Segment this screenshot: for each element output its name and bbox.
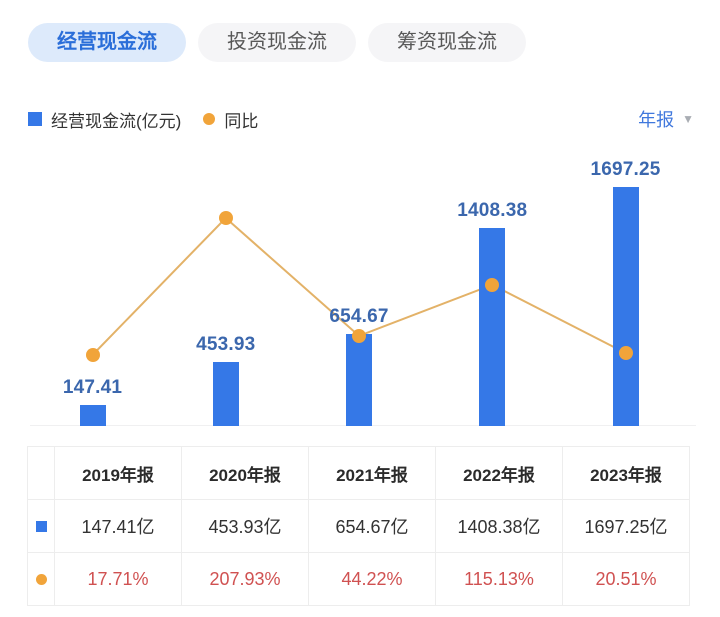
bar-series-swatch-icon [28,112,42,126]
bar-2022年报[interactable] [479,227,506,426]
line-series-legend-label: 同比 [224,111,259,131]
tab-investing-cash-flow[interactable]: 投资现金流 [198,23,356,62]
table-cell: 115.13% [435,552,563,606]
bar-value-label: 654.67 [329,305,389,327]
bar-series-legend: 经营现金流(亿元) [28,107,181,132]
bar-series-legend-label: 经营现金流(亿元) [51,111,182,131]
table-cell: 44.22% [308,552,436,606]
bar-value-label: 1697.25 [590,159,661,180]
cash-flow-table: 2019年报 2020年报 2021年报 2022年报 2023年报 147.41亿 453… [27,446,690,606]
line-series-legend: 同比 [203,107,258,132]
bar-2021年报[interactable] [346,333,372,426]
table-header-cell: 2023年报 [562,446,690,500]
table-header-cell: 2020年报 [181,446,309,500]
table-cell: 1697.25亿 [562,499,690,553]
table-cell: 453.93亿 [181,499,309,553]
tab-financing-cash-flow[interactable]: 筹资现金流 [368,23,526,62]
table-header-cell: 2021年报 [308,446,436,500]
bar-2023年报[interactable] [612,187,639,426]
bar-2019年报[interactable] [79,405,106,426]
yoy-dot-2022年报[interactable] [485,277,500,292]
cash-flow-tabs: 经营现金流 投资现金流 筹资现金流 [28,23,526,62]
table-cell: 1408.38亿 [435,499,563,553]
table-header-cell: 2022年报 [435,446,563,500]
bar-value-label: 1408.38 [457,199,528,221]
bar-2020年报[interactable] [212,362,239,426]
cash-flow-chart: 147.41 453.93 654.67 1408.38 1697.25 [0,140,720,440]
yoy-dot-2019年报[interactable] [85,347,100,362]
period-selector-label: 年报 [638,110,675,130]
tab-operating-cash-flow[interactable]: 经营现金流 [28,23,186,62]
table-cell: 17.71% [54,552,182,606]
table-cell: 654.67亿 [308,499,436,553]
table-series-icon-cell [27,499,55,553]
table-cell: 20.51% [562,552,690,606]
table-cell: 147.41亿 [54,499,182,553]
line-series-swatch-icon [35,574,47,586]
bar-series-swatch-icon [35,521,47,533]
yoy-dot-2020年报[interactable] [218,210,233,225]
bar-value-label: 453.93 [196,334,256,356]
table-header-cell [27,446,55,500]
table-header-cell: 2019年报 [54,446,182,500]
period-selector[interactable]: 年报 ▼ [638,106,694,132]
bar-value-label: 147.41 [62,377,123,399]
chevron-down-icon: ▼ [682,112,694,126]
line-series-swatch-icon [203,113,216,125]
yoy-dot-2021年报[interactable] [352,328,366,343]
table-cell: 207.93% [181,552,309,606]
legend-row: 经营现金流(亿元) 同比 年报 ▼ [28,104,694,134]
table-row: 17.71% 207.93% 44.22% 115.13% 20.51% [27,552,690,606]
table-series-icon-cell [27,552,55,606]
yoy-dot-2023年报[interactable] [618,345,633,360]
table-row: 147.41亿 453.93亿 654.67亿 1408.38亿 1697.25亿 [27,499,690,553]
